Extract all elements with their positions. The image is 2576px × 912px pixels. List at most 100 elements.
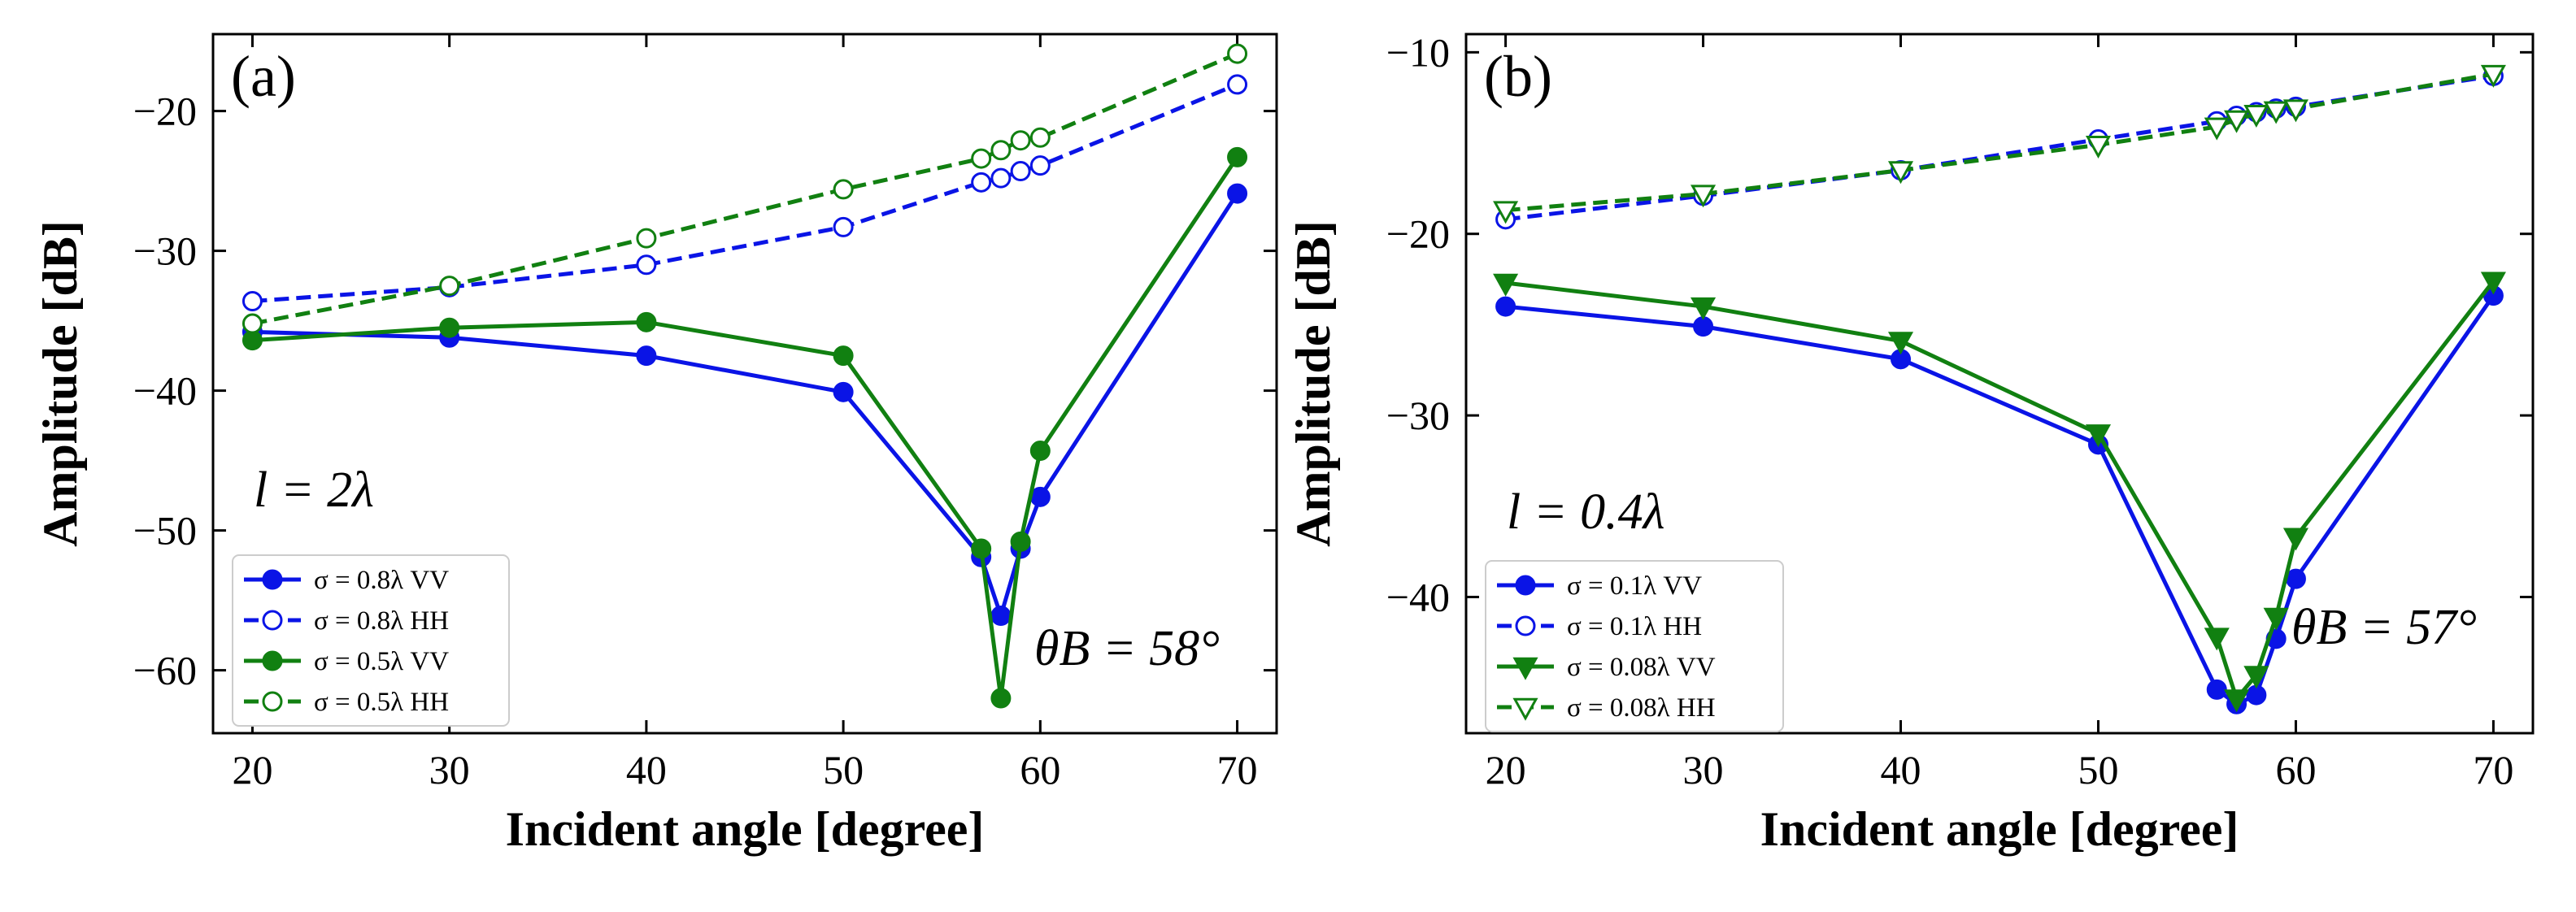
x-tick-label: 40	[1881, 747, 1921, 793]
x-tick-label: 20	[1486, 747, 1526, 793]
panel-label: (a)	[231, 44, 296, 109]
data-point	[2243, 105, 2269, 128]
series-2	[1495, 65, 2504, 230]
data-point	[636, 228, 657, 249]
data-point	[242, 330, 263, 351]
series-3	[242, 146, 1248, 709]
series-4	[1493, 64, 2506, 224]
data-point	[439, 317, 460, 338]
data-point	[2224, 689, 2250, 713]
correlation-length-annotation: l = 2λ	[254, 463, 374, 518]
data-point	[2206, 679, 2227, 700]
data-point	[1493, 201, 1519, 224]
panel-label: (b)	[1484, 44, 1552, 109]
legend-label: σ = 0.08λ VV	[1567, 653, 1716, 682]
data-point	[636, 345, 657, 367]
series-line	[251, 51, 1238, 326]
legend: σ = 0.8λ VV σ = 0.8λ HH σ = 0.5λ VV σ = 0.5…	[232, 554, 510, 727]
data-point	[2285, 568, 2306, 589]
x-tick-label: 20	[232, 747, 272, 793]
x-tick-label: 40	[626, 747, 667, 793]
y-tick-label: −10	[1386, 29, 1450, 75]
x-tick-label: 30	[1683, 747, 1724, 793]
legend-marker	[1515, 615, 1536, 636]
legend: σ = 0.1λ VV σ = 0.1λ HH σ = 0.08λ VV σ = 0.…	[1485, 560, 1784, 732]
data-point	[1029, 441, 1051, 462]
plot-frame	[1464, 33, 2535, 735]
data-point	[2282, 99, 2308, 123]
brewster-angle-annotation: θB = 57°	[2291, 600, 2477, 655]
data-point	[439, 276, 460, 297]
legend-marker	[1512, 657, 1538, 680]
legend-label: σ = 0.5λ VV	[314, 647, 449, 676]
series-line	[1505, 73, 2494, 222]
legend-label: σ = 0.1λ VV	[1567, 571, 1702, 601]
legend-box	[232, 554, 510, 727]
y-tick-label: −20	[133, 89, 197, 134]
data-point	[1227, 146, 1248, 167]
y-axis-title: Amplitude [dB]	[1286, 220, 1340, 547]
data-point	[1493, 273, 1519, 297]
data-point	[1690, 297, 1717, 320]
series-2	[242, 74, 1248, 312]
y-tick-label: −30	[133, 228, 197, 274]
y-tick-label: −40	[133, 368, 197, 414]
correlation-length-annotation: l = 0.4λ	[1507, 484, 1664, 540]
legend-label: σ = 0.8λ HH	[314, 606, 449, 636]
y-axis-title: Amplitude [dB]	[33, 220, 87, 547]
x-axis-title: Incident angle [degree]	[1760, 802, 2239, 856]
data-point	[1010, 161, 1031, 182]
legend-label: σ = 0.1λ HH	[1567, 612, 1702, 641]
data-point	[1010, 130, 1031, 151]
data-point	[242, 291, 263, 312]
data-point	[971, 172, 992, 193]
data-point	[833, 179, 854, 200]
brewster-angle-annotation: θB = 58°	[1034, 621, 1220, 676]
legend-box	[1485, 560, 1784, 732]
data-point	[833, 216, 854, 237]
data-point	[636, 311, 657, 332]
legend-marker	[262, 569, 283, 590]
x-tick-label: 50	[2078, 747, 2118, 793]
data-point	[2224, 110, 2250, 133]
y-tick-label: −20	[1386, 211, 1450, 257]
data-point	[1227, 183, 1248, 204]
y-tick-label: −40	[1386, 574, 1450, 619]
data-point	[833, 381, 854, 402]
data-point	[1887, 161, 1914, 185]
data-layer	[1493, 64, 2506, 714]
y-tick-label: −50	[133, 508, 197, 554]
legend-marker	[1515, 575, 1536, 596]
data-point	[2085, 136, 2112, 159]
data-point	[1029, 486, 1051, 507]
legend-marker	[262, 650, 283, 671]
data-point	[2204, 117, 2230, 141]
series-line	[252, 192, 1239, 623]
legend-label: σ = 0.08λ HH	[1567, 693, 1716, 723]
legend-marker	[262, 691, 283, 712]
data-point	[2204, 628, 2230, 651]
series-3	[1493, 271, 2506, 713]
data-point	[2263, 607, 2289, 631]
data-point	[1690, 185, 1717, 208]
data-point	[990, 606, 1012, 627]
panel-a: 20 30 40 50 60 70 −60 −50 −40 −30 −20 Incident angl…	[33, 33, 1278, 856]
data-point	[990, 167, 1012, 189]
legend-label: σ = 0.5λ HH	[314, 688, 449, 717]
data-point	[2282, 528, 2308, 551]
data-point	[2480, 64, 2506, 88]
data-point	[2243, 666, 2269, 689]
y-tick-label: −30	[1386, 393, 1450, 438]
x-tick-label: 70	[2473, 747, 2513, 793]
data-point	[1495, 296, 1516, 317]
data-point	[833, 345, 854, 367]
data-point	[2480, 271, 2506, 295]
y-tick-label: −60	[133, 648, 197, 693]
data-point	[1227, 43, 1248, 64]
data-point	[1010, 531, 1031, 552]
x-tick-label: 70	[1217, 747, 1258, 793]
x-tick-label: 30	[429, 747, 470, 793]
data-point	[1693, 316, 1714, 337]
x-axis-title: Incident angle [degree]	[506, 802, 985, 856]
data-point	[990, 688, 1012, 709]
